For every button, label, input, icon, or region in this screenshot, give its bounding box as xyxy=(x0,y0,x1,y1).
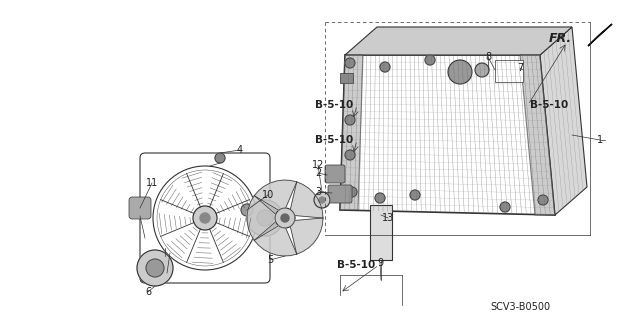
Circle shape xyxy=(275,214,283,222)
Bar xyxy=(495,60,523,82)
Circle shape xyxy=(448,60,472,84)
Circle shape xyxy=(319,197,325,203)
Polygon shape xyxy=(247,196,276,240)
FancyBboxPatch shape xyxy=(129,197,151,219)
Text: FR.: FR. xyxy=(549,32,572,44)
FancyBboxPatch shape xyxy=(325,165,345,183)
Circle shape xyxy=(215,153,225,163)
Circle shape xyxy=(345,115,355,125)
Circle shape xyxy=(538,195,548,205)
Circle shape xyxy=(281,214,289,222)
Text: SCV3-B0500: SCV3-B0500 xyxy=(490,302,550,312)
Text: 10: 10 xyxy=(262,190,274,200)
Polygon shape xyxy=(254,180,297,210)
Text: B-5-10: B-5-10 xyxy=(315,135,353,145)
Polygon shape xyxy=(345,27,572,55)
Circle shape xyxy=(193,206,217,230)
Polygon shape xyxy=(254,226,297,256)
Circle shape xyxy=(241,204,253,216)
Polygon shape xyxy=(588,24,612,46)
Text: B-5-10: B-5-10 xyxy=(530,100,568,110)
Circle shape xyxy=(500,202,510,212)
Polygon shape xyxy=(340,55,363,210)
Polygon shape xyxy=(540,27,587,215)
Text: B-5-10: B-5-10 xyxy=(315,100,353,110)
Polygon shape xyxy=(291,182,323,218)
Circle shape xyxy=(275,208,295,228)
Text: 12: 12 xyxy=(312,160,324,170)
Circle shape xyxy=(257,210,273,226)
Circle shape xyxy=(425,55,435,65)
Text: B-5-10: B-5-10 xyxy=(337,260,375,270)
Circle shape xyxy=(380,62,390,72)
Circle shape xyxy=(345,58,355,68)
Circle shape xyxy=(200,213,210,223)
Text: 5: 5 xyxy=(267,255,273,265)
Circle shape xyxy=(146,259,164,277)
Circle shape xyxy=(247,200,283,236)
Polygon shape xyxy=(291,218,323,254)
Text: 2: 2 xyxy=(315,168,321,178)
Circle shape xyxy=(410,190,420,200)
Text: 1: 1 xyxy=(597,135,603,145)
Text: 7: 7 xyxy=(517,63,523,73)
Text: 4: 4 xyxy=(237,145,243,155)
Polygon shape xyxy=(520,55,555,215)
Circle shape xyxy=(314,192,330,208)
Circle shape xyxy=(375,193,385,203)
Text: 8: 8 xyxy=(485,52,491,62)
Text: 13: 13 xyxy=(382,213,394,223)
FancyBboxPatch shape xyxy=(328,185,352,203)
Circle shape xyxy=(137,250,173,286)
Polygon shape xyxy=(340,73,353,83)
Bar xyxy=(370,205,392,260)
Text: 6: 6 xyxy=(145,287,151,297)
Circle shape xyxy=(347,187,357,197)
Circle shape xyxy=(345,150,355,160)
Text: 3: 3 xyxy=(315,187,321,197)
Text: 11: 11 xyxy=(146,178,158,188)
Text: 9: 9 xyxy=(377,258,383,268)
Circle shape xyxy=(475,63,489,77)
